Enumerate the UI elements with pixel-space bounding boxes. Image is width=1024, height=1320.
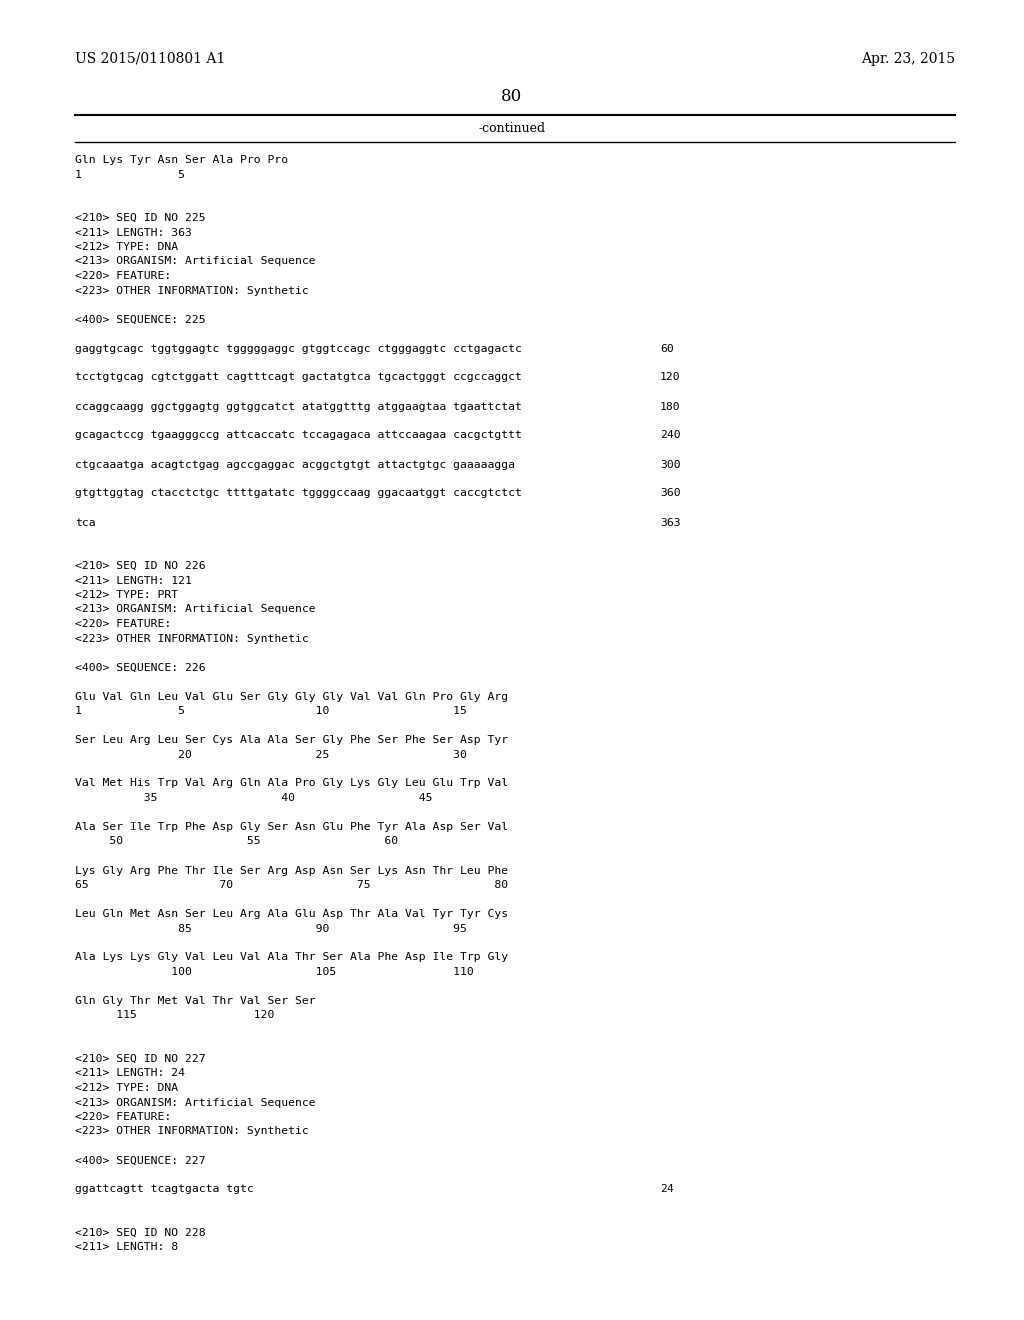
Text: 363: 363 [660,517,681,528]
Text: <223> OTHER INFORMATION: Synthetic: <223> OTHER INFORMATION: Synthetic [75,1126,309,1137]
Text: <210> SEQ ID NO 227: <210> SEQ ID NO 227 [75,1053,206,1064]
Text: <213> ORGANISM: Artificial Sequence: <213> ORGANISM: Artificial Sequence [75,256,315,267]
Text: <213> ORGANISM: Artificial Sequence: <213> ORGANISM: Artificial Sequence [75,1097,315,1107]
Text: 1              5                   10                  15: 1 5 10 15 [75,706,467,715]
Text: gtgttggtag ctacctctgc ttttgatatc tggggccaag ggacaatggt caccgtctct: gtgttggtag ctacctctgc ttttgatatc tggggcc… [75,488,522,499]
Text: Glu Val Gln Leu Val Glu Ser Gly Gly Gly Val Val Gln Pro Gly Arg: Glu Val Gln Leu Val Glu Ser Gly Gly Gly … [75,692,508,701]
Text: <212> TYPE: PRT: <212> TYPE: PRT [75,590,178,601]
Text: gcagactccg tgaagggccg attcaccatc tccagagaca attccaagaa cacgctgttt: gcagactccg tgaagggccg attcaccatc tccagag… [75,430,522,441]
Text: <400> SEQUENCE: 226: <400> SEQUENCE: 226 [75,663,206,672]
Text: Apr. 23, 2015: Apr. 23, 2015 [861,51,955,66]
Text: <210> SEQ ID NO 228: <210> SEQ ID NO 228 [75,1228,206,1238]
Text: Val Met His Trp Val Arg Gln Ala Pro Gly Lys Gly Leu Glu Trp Val: Val Met His Trp Val Arg Gln Ala Pro Gly … [75,779,508,788]
Text: Leu Gln Met Asn Ser Leu Arg Ala Glu Asp Thr Ala Val Tyr Tyr Cys: Leu Gln Met Asn Ser Leu Arg Ala Glu Asp … [75,909,508,919]
Text: 85                  90                  95: 85 90 95 [75,924,467,933]
Text: 24: 24 [660,1184,674,1195]
Text: 120: 120 [660,372,681,383]
Text: -continued: -continued [478,121,546,135]
Text: Gln Gly Thr Met Val Thr Val Ser Ser: Gln Gly Thr Met Val Thr Val Ser Ser [75,997,315,1006]
Text: <210> SEQ ID NO 225: <210> SEQ ID NO 225 [75,213,206,223]
Text: ctgcaaatga acagtctgag agccgaggac acggctgtgt attactgtgc gaaaaagga: ctgcaaatga acagtctgag agccgaggac acggctg… [75,459,515,470]
Text: 180: 180 [660,401,681,412]
Text: <223> OTHER INFORMATION: Synthetic: <223> OTHER INFORMATION: Synthetic [75,285,309,296]
Text: 300: 300 [660,459,681,470]
Text: 35                  40                  45: 35 40 45 [75,793,432,803]
Text: <223> OTHER INFORMATION: Synthetic: <223> OTHER INFORMATION: Synthetic [75,634,309,644]
Text: <212> TYPE: DNA: <212> TYPE: DNA [75,1082,178,1093]
Text: 1              5: 1 5 [75,169,185,180]
Text: tcctgtgcag cgtctggatt cagtttcagt gactatgtca tgcactgggt ccgccaggct: tcctgtgcag cgtctggatt cagtttcagt gactatg… [75,372,522,383]
Text: 20                  25                  30: 20 25 30 [75,750,467,759]
Text: <220> FEATURE:: <220> FEATURE: [75,1111,171,1122]
Text: 100                  105                 110: 100 105 110 [75,968,474,977]
Text: 80: 80 [502,88,522,106]
Text: <211> LENGTH: 121: <211> LENGTH: 121 [75,576,191,586]
Text: 50                  55                  60: 50 55 60 [75,837,398,846]
Text: Lys Gly Arg Phe Thr Ile Ser Arg Asp Asn Ser Lys Asn Thr Leu Phe: Lys Gly Arg Phe Thr Ile Ser Arg Asp Asn … [75,866,508,875]
Text: <213> ORGANISM: Artificial Sequence: <213> ORGANISM: Artificial Sequence [75,605,315,615]
Text: <220> FEATURE:: <220> FEATURE: [75,619,171,630]
Text: Gln Lys Tyr Asn Ser Ala Pro Pro: Gln Lys Tyr Asn Ser Ala Pro Pro [75,154,288,165]
Text: ccaggcaagg ggctggagtg ggtggcatct atatggtttg atggaagtaa tgaattctat: ccaggcaagg ggctggagtg ggtggcatct atatggt… [75,401,522,412]
Text: 60: 60 [660,343,674,354]
Text: 115                 120: 115 120 [75,1011,274,1020]
Text: <400> SEQUENCE: 227: <400> SEQUENCE: 227 [75,1155,206,1166]
Text: 240: 240 [660,430,681,441]
Text: <400> SEQUENCE: 225: <400> SEQUENCE: 225 [75,314,206,325]
Text: <212> TYPE: DNA: <212> TYPE: DNA [75,242,178,252]
Text: <210> SEQ ID NO 226: <210> SEQ ID NO 226 [75,561,206,572]
Text: Ala Lys Lys Gly Val Leu Val Ala Thr Ser Ala Phe Asp Ile Trp Gly: Ala Lys Lys Gly Val Leu Val Ala Thr Ser … [75,953,508,962]
Text: tca: tca [75,517,95,528]
Text: <211> LENGTH: 8: <211> LENGTH: 8 [75,1242,178,1253]
Text: <211> LENGTH: 24: <211> LENGTH: 24 [75,1068,185,1078]
Text: <211> LENGTH: 363: <211> LENGTH: 363 [75,227,191,238]
Text: Ala Ser Ile Trp Phe Asp Gly Ser Asn Glu Phe Tyr Ala Asp Ser Val: Ala Ser Ile Trp Phe Asp Gly Ser Asn Glu … [75,822,508,832]
Text: <220> FEATURE:: <220> FEATURE: [75,271,171,281]
Text: 65                   70                  75                  80: 65 70 75 80 [75,880,508,890]
Text: Ser Leu Arg Leu Ser Cys Ala Ala Ser Gly Phe Ser Phe Ser Asp Tyr: Ser Leu Arg Leu Ser Cys Ala Ala Ser Gly … [75,735,508,744]
Text: gaggtgcagc tggtggagtc tgggggaggc gtggtccagc ctgggaggtc cctgagactc: gaggtgcagc tggtggagtc tgggggaggc gtggtcc… [75,343,522,354]
Text: US 2015/0110801 A1: US 2015/0110801 A1 [75,51,225,66]
Text: 360: 360 [660,488,681,499]
Text: ggattcagtt tcagtgacta tgtc: ggattcagtt tcagtgacta tgtc [75,1184,254,1195]
